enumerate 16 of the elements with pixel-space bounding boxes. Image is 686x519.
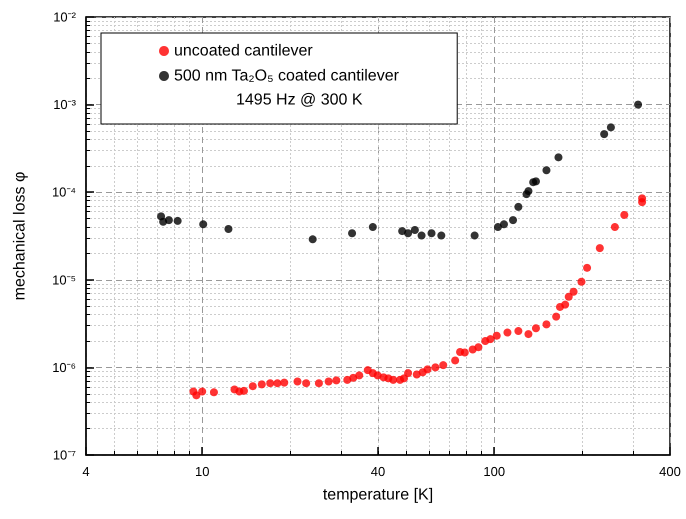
x-axis-title: temperature [K] (322, 486, 434, 504)
y-tick-label: 10⁻⁴ (52, 184, 76, 200)
legend-label: 500 nm Ta₂O₅ coated cantilever (174, 68, 400, 84)
y-tick-label: 10⁻² (53, 10, 77, 24)
x-tick-label: 4 (82, 464, 90, 479)
y-tick-label: 10⁻⁵ (52, 272, 76, 288)
x-tick-label: 400 (659, 464, 681, 479)
legend-label: uncoated cantilever (174, 42, 314, 60)
y-tick-label: 10⁻³ (53, 97, 77, 112)
x-tick-label: 100 (483, 464, 506, 479)
x-tick-label: 40 (370, 464, 386, 479)
y-tick-label: 10⁻⁷ (52, 448, 76, 462)
x-tick-label: 10 (194, 464, 210, 479)
annotation: 1495 Hz @ 300 K (236, 92, 363, 108)
y-tick-label: 10⁻⁶ (52, 360, 76, 375)
y-axis-title: mechanical loss φ (12, 172, 28, 300)
